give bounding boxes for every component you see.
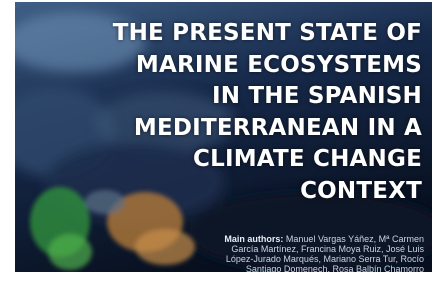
title-line: MEDITERRANEAN IN A [113, 113, 422, 145]
page: THE PRESENT STATE OFMARINE ECOSYSTEMSIN … [0, 0, 444, 284]
title-line: THE PRESENT STATE OF [113, 18, 422, 50]
author-line: López-Jurado Marqués, Mariano Serra Tur,… [224, 254, 424, 264]
title-line: CONTEXT [113, 176, 422, 208]
title-line: IN THE SPANISH [113, 81, 422, 113]
author-line: Main authors: Manuel Vargas Yáñez, Mª Ca… [224, 234, 424, 244]
author-line: García Martínez, Francina Moya Ruiz, Jos… [224, 244, 424, 254]
authors-label: Main authors: [224, 234, 283, 244]
author-names: Santiago Domenech, Rosa Balbín Chamorro [246, 264, 424, 272]
authors-block: Main authors: Manuel Vargas Yáñez, Mª Ca… [224, 234, 424, 272]
author-names: García Martínez, Francina Moya Ruiz, Jos… [231, 244, 424, 254]
title-line: CLIMATE CHANGE [113, 144, 422, 176]
author-line: Santiago Domenech, Rosa Balbín Chamorro [224, 264, 424, 272]
author-names: López-Jurado Marqués, Mariano Serra Tur,… [226, 254, 424, 264]
author-names: Manuel Vargas Yáñez, Mª Carmen [286, 234, 424, 244]
title-line: MARINE ECOSYSTEMS [113, 50, 422, 82]
